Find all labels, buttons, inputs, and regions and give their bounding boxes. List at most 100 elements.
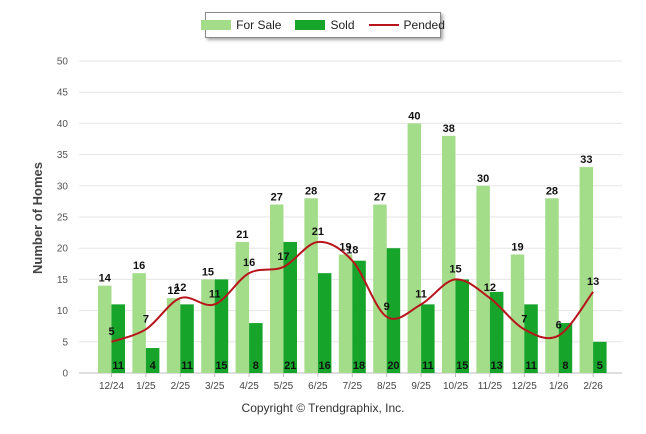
y-tick-label: 10: [57, 306, 69, 317]
bar-for-sale: [579, 167, 594, 373]
label-sold: 11: [181, 360, 193, 372]
x-tick-label: 12/25: [512, 381, 537, 392]
label-sold: 18: [353, 360, 365, 372]
bar-for-sale: [407, 123, 422, 374]
label-for-sale: 27: [271, 192, 283, 204]
label-sold: 21: [284, 360, 296, 372]
legend-swatch-sold: [295, 20, 326, 30]
label-pended: 7: [143, 313, 149, 325]
x-tick-label: 7/25: [343, 381, 363, 392]
x-tick-label: 3/25: [205, 381, 225, 392]
data-labels: 1411164121115152182721281619182720401138…: [99, 110, 603, 372]
bar-sold: [593, 341, 607, 373]
legend-item-pended[interactable]: Pended: [368, 18, 445, 32]
copyright-footer: Copyright © Trendgraphix, Inc.: [241, 401, 405, 415]
y-tick-label: 20: [57, 244, 69, 255]
bar-sold: [455, 279, 469, 373]
label-pended: 13: [587, 276, 599, 288]
x-tick-label: 9/25: [411, 381, 431, 392]
label-sold: 8: [562, 360, 568, 372]
label-sold: 11: [112, 360, 124, 372]
label-for-sale: 40: [408, 110, 420, 122]
label-pended: 15: [449, 263, 461, 275]
x-tick-label: 2/25: [171, 381, 191, 392]
label-for-sale: 38: [443, 123, 455, 135]
label-for-sale: 33: [580, 154, 592, 166]
label-pended: 21: [312, 226, 324, 238]
label-pended: 9: [384, 301, 390, 313]
bar-for-sale: [510, 254, 525, 373]
x-tick-label: 8/25: [377, 381, 397, 392]
x-tick-label: 5/25: [274, 381, 294, 392]
bar-for-sale: [338, 254, 353, 373]
label-for-sale: 19: [511, 241, 523, 253]
label-pended: 12: [484, 282, 496, 294]
legend-swatch-for-sale: [201, 20, 232, 30]
label-pended: 11: [209, 288, 221, 300]
legend: For Sale Sold Pended: [201, 12, 445, 38]
y-axis-label: Number of Homes: [30, 162, 45, 274]
bar-for-sale: [304, 198, 318, 373]
bar-sold: [524, 304, 538, 373]
y-tick-label: 35: [57, 150, 69, 161]
y-tick-label: 0: [62, 369, 68, 380]
pended-line: [111, 240, 594, 343]
bar-for-sale: [270, 204, 284, 373]
label-sold: 8: [253, 360, 259, 372]
label-pended: 6: [556, 320, 562, 332]
x-tick-label: 10/25: [443, 381, 468, 392]
legend-item-for-sale[interactable]: For Sale: [201, 18, 281, 32]
label-pended: 18: [346, 245, 358, 257]
label-pended: 5: [108, 326, 114, 338]
x-axis: 12/24 1/25 2/25 3/25 4/25 5/25 6/25 7/25 8/25 9/2…: [99, 373, 603, 392]
y-tick-label: 40: [57, 119, 69, 130]
label-for-sale: 16: [133, 260, 145, 272]
label-for-sale: 19: [339, 241, 351, 253]
label-for-sale: 15: [202, 266, 214, 278]
bar-sold: [386, 248, 401, 373]
label-pended: 7: [521, 313, 527, 325]
bar-sold: [111, 304, 125, 373]
bar-sold: [558, 323, 573, 373]
pended-line-path: [111, 240, 594, 343]
label-sold: 13: [491, 360, 503, 372]
y-tick-label: 30: [57, 181, 69, 192]
label-pended: 16: [243, 257, 255, 269]
bar-for-sale: [166, 298, 181, 373]
bar-sold: [145, 348, 160, 373]
bar-for-sale: [201, 279, 215, 373]
label-sold: 15: [456, 360, 468, 372]
label-for-sale: 28: [305, 185, 317, 197]
legend-label-for-sale: For Sale: [236, 18, 282, 32]
label-sold: 11: [525, 360, 537, 372]
label-for-sale: 30: [477, 173, 489, 185]
y-tick-label: 50: [57, 57, 69, 68]
label-pended: 17: [277, 251, 289, 263]
bar-sold: [180, 304, 194, 373]
label-sold: 4: [150, 360, 157, 372]
label-sold: 5: [597, 360, 603, 372]
legend-item-sold[interactable]: Sold: [295, 18, 355, 32]
label-for-sale: 28: [546, 185, 558, 197]
bar-for-sale: [132, 273, 146, 373]
x-tick-label: 1/25: [136, 381, 156, 392]
bar-for-sale: [476, 185, 490, 373]
x-tick-label: 6/25: [308, 381, 328, 392]
bar-for-sale: [442, 135, 456, 373]
y-tick-label: 15: [57, 275, 69, 286]
legend-label-sold: Sold: [330, 18, 355, 32]
y-tick-label: 25: [57, 213, 69, 224]
y-tick-label: 5: [62, 337, 68, 348]
label-sold: 16: [319, 360, 331, 372]
label-pended: 12: [174, 282, 186, 294]
y-tick-label: 45: [57, 88, 69, 99]
label-pended: 11: [415, 288, 427, 300]
legend-swatch-pended: [368, 24, 399, 26]
bar-sold: [489, 291, 504, 373]
x-tick-label: 12/24: [99, 381, 124, 392]
bar-sold: [317, 273, 332, 373]
label-for-sale: 27: [374, 192, 386, 204]
x-tick-label: 2/26: [583, 381, 603, 392]
bar-sold: [283, 241, 297, 373]
